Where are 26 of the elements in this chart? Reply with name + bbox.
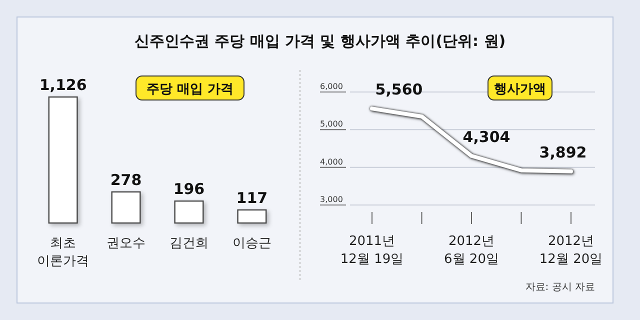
x-tick-label: 2012년 6월 20일	[444, 234, 499, 267]
data-label: 3,892	[539, 143, 587, 162]
y-tick-label: 6,000	[320, 82, 343, 91]
x-tick-label: 최초 이론가격	[37, 236, 90, 269]
data-label: 5,560	[375, 80, 423, 99]
x-tick-label: 권오수	[106, 236, 146, 251]
chart-title: 행사가액	[494, 82, 546, 97]
data-label: 196	[173, 180, 205, 198]
y-tick-label: 5,000	[320, 120, 343, 129]
bar	[237, 209, 267, 224]
bar	[48, 96, 78, 224]
x-tick-label: 이승근	[232, 236, 272, 251]
data-label: 117	[236, 188, 268, 207]
text: 자료: 공시 자료	[525, 282, 595, 293]
x-tick-label: 김건희	[169, 236, 208, 251]
bar	[174, 200, 204, 224]
x-tick-label: 2012년 12월 20일	[539, 234, 603, 267]
data-label: 1,126	[39, 76, 87, 94]
y-tick-label: 4,000	[320, 157, 343, 166]
chart-subtitle: 주당 매입 가격	[146, 82, 234, 97]
data-label: 4,304	[462, 128, 510, 146]
data-label: 278	[110, 170, 142, 189]
y-tick-label: 3,000	[320, 195, 343, 204]
bar	[111, 191, 141, 224]
x-tick-label: 2011년 12월 19일	[340, 234, 404, 267]
text: 신주인수권 주당 매입 가격 및 행사가액 추이(단위: 원)	[134, 32, 506, 50]
